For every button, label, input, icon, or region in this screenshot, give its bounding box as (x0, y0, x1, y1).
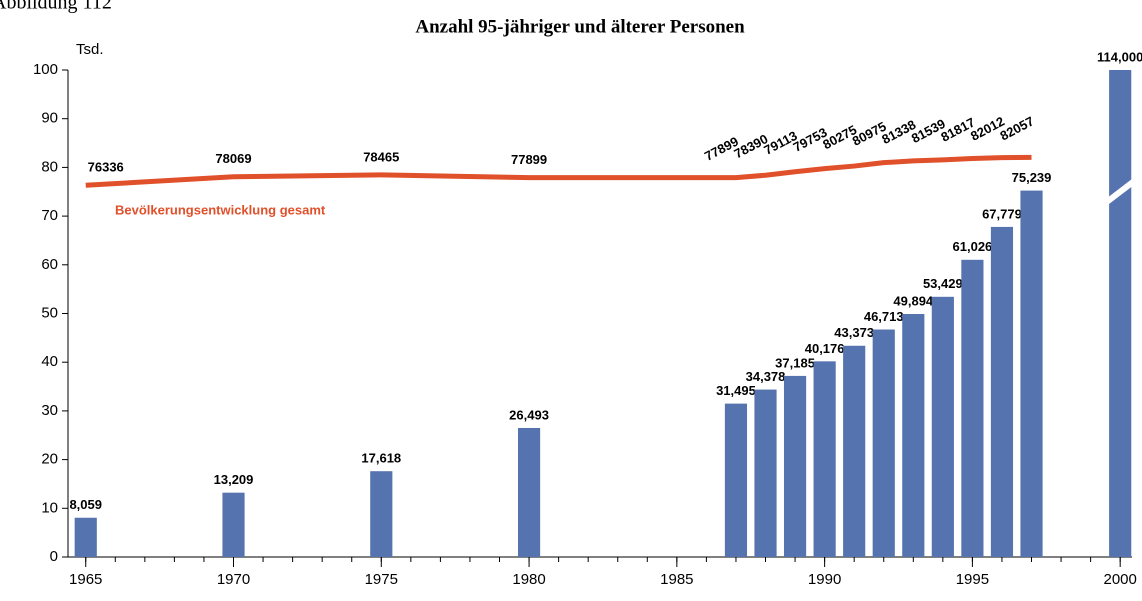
y-unit-label: Tsd. (76, 41, 104, 58)
y-tick-label: 0 (50, 548, 58, 565)
line-value-label: 78069 (215, 151, 251, 166)
bar-value-label: 67,779 (982, 206, 1022, 221)
bar-value-label: 61,026 (953, 239, 993, 254)
chart-title: Anzahl 95-jähriger und älterer Personen (415, 16, 745, 37)
figure-label: Abbildung 112 (0, 0, 112, 14)
line-value-label: 77899 (511, 152, 547, 167)
x-tick-label: 1980 (512, 571, 545, 588)
bar (517, 427, 541, 557)
y-tick-label: 70 (41, 207, 58, 224)
bar-value-label: 43,373 (834, 325, 874, 340)
y-tick-label: 90 (41, 110, 58, 127)
bar-value-label: 37,185 (775, 355, 815, 370)
x-tick-label: 1965 (69, 571, 102, 588)
bar (754, 389, 777, 557)
y-tick-label: 30 (41, 402, 58, 419)
x-tick-label: 1985 (660, 571, 693, 588)
bar (990, 226, 1014, 557)
bar-value-label: 53,429 (923, 276, 963, 291)
y-tick-label: 20 (41, 451, 58, 468)
bar-value-label: 13,209 (214, 472, 254, 487)
bar-value-label: 34,378 (746, 369, 786, 384)
x-tick-label: 2000 (1103, 571, 1136, 588)
bar (1109, 70, 1132, 557)
x-tick-label: 1990 (808, 571, 841, 588)
bar (370, 471, 393, 557)
y-tick-label: 10 (41, 499, 58, 516)
bar-value-label: 17,618 (361, 451, 401, 466)
bar (222, 492, 245, 557)
line-value-label: 78465 (363, 149, 399, 164)
bar-value-label: 114,000 (1097, 49, 1142, 64)
x-tick-label: 1970 (217, 571, 250, 588)
bar-value-label: 40,176 (805, 341, 845, 356)
bar (931, 296, 954, 557)
bar (902, 314, 925, 557)
bar (843, 345, 866, 557)
y-tick-label: 60 (41, 256, 58, 273)
line-series (85, 154, 1032, 188)
bar-value-label: 75,239 (1012, 170, 1052, 185)
y-tick-label: 40 (41, 353, 58, 370)
x-tick-label: 1975 (365, 571, 398, 588)
y-tick-label: 50 (41, 304, 58, 321)
bar-value-label: 8,059 (69, 497, 102, 512)
y-tick-label: 100 (33, 61, 58, 78)
bar (961, 259, 984, 557)
bar (783, 375, 807, 557)
line-value-label: 76336 (88, 160, 124, 175)
x-tick-label: 1995 (956, 571, 989, 588)
bar (813, 361, 836, 557)
bar-value-label: 49,894 (893, 293, 934, 308)
bar-value-label: 46,713 (864, 309, 904, 324)
bar-break (1105, 179, 1136, 205)
bar-value-label: 26,493 (509, 407, 549, 422)
line-value-label: 82057 (998, 113, 1037, 143)
line-legend-label: Bevölkerungsentwicklung gesamt (115, 202, 326, 217)
bar (872, 329, 895, 557)
bar (74, 517, 97, 557)
bar (724, 403, 748, 557)
bar (1020, 190, 1043, 557)
bar-value-label: 31,495 (716, 383, 756, 398)
y-tick-label: 80 (41, 158, 58, 175)
